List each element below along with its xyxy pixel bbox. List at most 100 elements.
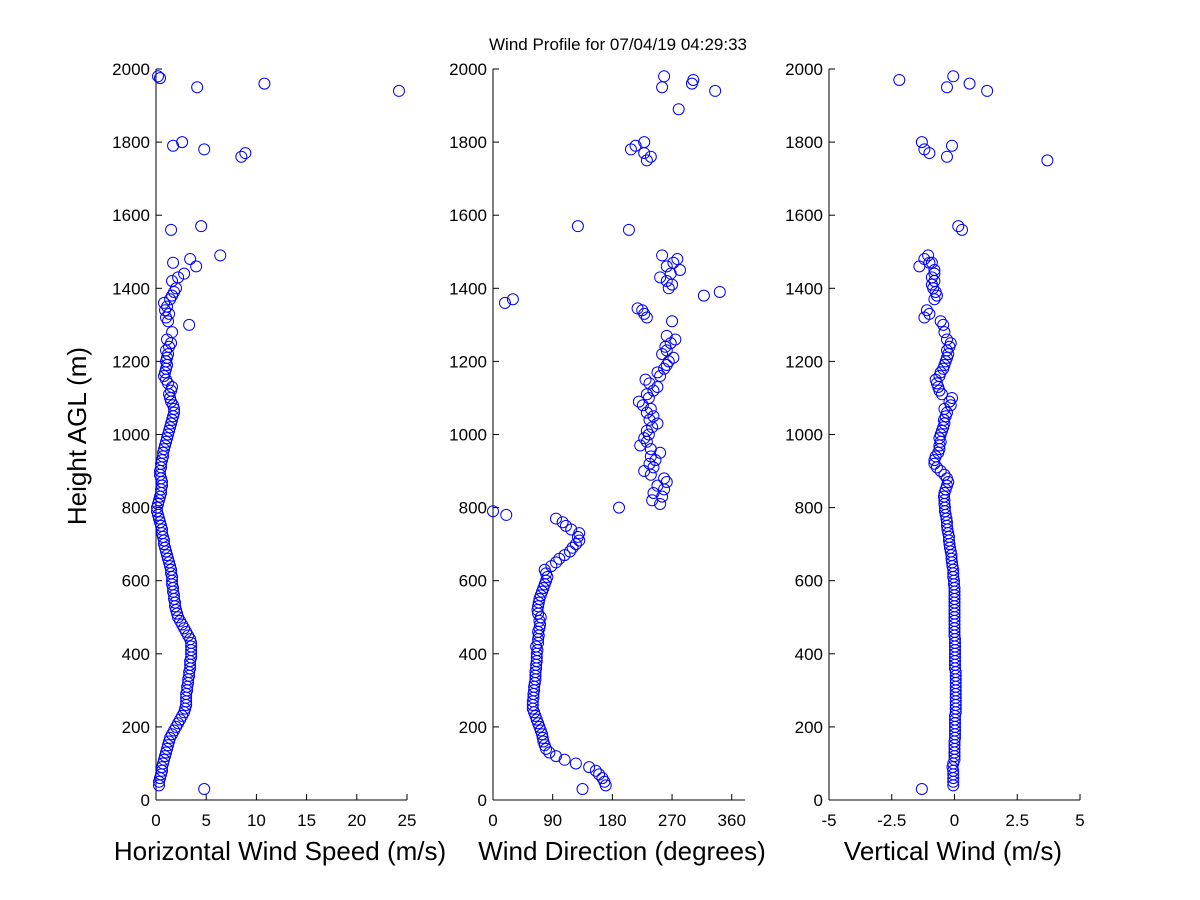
data-point bbox=[643, 457, 656, 470]
y-tick-label: 1800 bbox=[785, 133, 823, 152]
data-point bbox=[191, 81, 204, 94]
data-point bbox=[940, 81, 953, 94]
data-point bbox=[660, 329, 673, 342]
y-tick-label: 600 bbox=[459, 572, 487, 591]
data-point bbox=[158, 443, 171, 456]
y-tick-label: 0 bbox=[141, 791, 150, 810]
y-tick-label: 1800 bbox=[112, 133, 150, 152]
data-point bbox=[537, 735, 550, 748]
data-point bbox=[214, 249, 227, 262]
data-point bbox=[536, 731, 549, 744]
data-point bbox=[159, 366, 172, 379]
y-tick-label: 800 bbox=[795, 499, 823, 518]
data-point bbox=[158, 753, 171, 766]
data-point bbox=[165, 417, 178, 430]
data-point bbox=[153, 512, 166, 525]
y-tick-label: 1200 bbox=[785, 352, 823, 371]
data-point bbox=[651, 366, 664, 379]
data-point bbox=[178, 267, 191, 280]
data-point bbox=[893, 73, 906, 86]
data-point bbox=[654, 271, 667, 284]
data-point bbox=[550, 512, 562, 525]
data-point bbox=[629, 139, 642, 152]
y-tick-label: 400 bbox=[795, 645, 823, 664]
data-point bbox=[658, 472, 671, 485]
data-point bbox=[928, 457, 941, 470]
figure-title: Wind Profile for 07/04/19 04:29:33 bbox=[489, 35, 747, 54]
data-point bbox=[945, 391, 958, 404]
data-point bbox=[558, 753, 571, 766]
data-point bbox=[168, 406, 181, 419]
data-point bbox=[185, 640, 198, 653]
x-tick-label: 360 bbox=[718, 811, 746, 830]
data-point bbox=[928, 293, 941, 306]
y-tick-label: 200 bbox=[459, 718, 487, 737]
y-tick-label: 400 bbox=[122, 645, 150, 664]
data-point bbox=[161, 300, 174, 313]
data-point bbox=[656, 348, 669, 361]
data-point bbox=[160, 355, 173, 368]
data-point bbox=[940, 333, 953, 346]
data-point bbox=[569, 757, 582, 770]
data-point bbox=[166, 380, 179, 393]
data-point bbox=[613, 501, 625, 514]
data-point bbox=[654, 497, 667, 510]
data-point bbox=[566, 541, 579, 554]
y-tick-label: 1400 bbox=[449, 279, 487, 298]
data-point bbox=[198, 143, 211, 156]
y-tick-label: 400 bbox=[459, 645, 487, 664]
data-point bbox=[487, 505, 499, 518]
data-point bbox=[935, 388, 948, 401]
data-point bbox=[687, 73, 700, 86]
data-point bbox=[573, 527, 586, 540]
data-point bbox=[239, 147, 252, 160]
data-point bbox=[165, 384, 178, 397]
data-point bbox=[660, 260, 673, 273]
data-point bbox=[163, 735, 176, 748]
data-point bbox=[915, 136, 928, 149]
data-point bbox=[667, 256, 680, 269]
data-point bbox=[543, 746, 556, 759]
data-point bbox=[669, 333, 682, 346]
data-point bbox=[532, 600, 545, 613]
data-point bbox=[647, 461, 660, 474]
x-tick-label: 90 bbox=[543, 811, 562, 830]
data-point bbox=[647, 486, 660, 499]
data-point bbox=[664, 337, 677, 350]
data-point bbox=[654, 370, 667, 383]
y-tick-label: 800 bbox=[122, 499, 150, 518]
data-point bbox=[622, 223, 635, 236]
data-point bbox=[643, 377, 656, 390]
data-point bbox=[164, 560, 177, 573]
x-tick-label: 15 bbox=[297, 811, 316, 830]
data-point bbox=[176, 136, 189, 149]
data-point bbox=[638, 147, 651, 160]
data-point bbox=[709, 84, 722, 97]
data-point bbox=[1041, 154, 1054, 167]
y-tick-label: 600 bbox=[122, 572, 150, 591]
data-point bbox=[639, 373, 652, 386]
data-point bbox=[952, 220, 965, 233]
x-tick-label: 0 bbox=[950, 811, 959, 830]
x-axis-label-horizontal-wind-speed: Horizontal Wind Speed (m/s) bbox=[114, 836, 446, 866]
data-point bbox=[162, 428, 175, 441]
data-point bbox=[938, 326, 951, 339]
data-point bbox=[559, 519, 572, 532]
data-point bbox=[915, 783, 928, 796]
data-point bbox=[159, 750, 172, 763]
data-point bbox=[945, 139, 958, 152]
x-tick-label: 270 bbox=[658, 811, 686, 830]
data-point bbox=[569, 538, 582, 551]
data-point bbox=[934, 315, 947, 328]
data-point bbox=[157, 757, 170, 770]
data-point bbox=[506, 293, 519, 306]
data-point bbox=[944, 337, 957, 350]
data-point bbox=[940, 406, 953, 419]
y-tick-label: 2000 bbox=[449, 60, 487, 79]
data-point bbox=[671, 253, 684, 266]
y-tick-label: 2000 bbox=[785, 60, 823, 79]
y-tick-label: 1600 bbox=[785, 206, 823, 225]
data-point bbox=[640, 154, 653, 167]
data-point bbox=[631, 302, 644, 315]
